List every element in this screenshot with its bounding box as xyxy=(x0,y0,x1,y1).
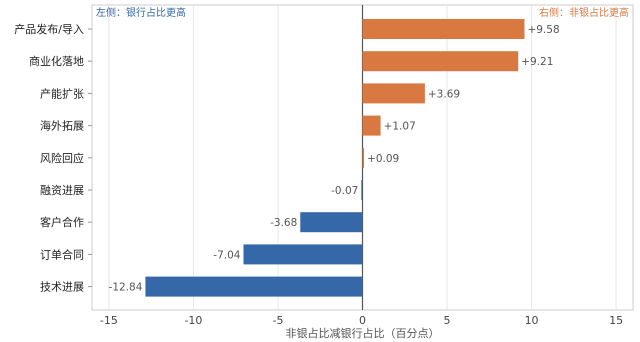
value-label: +0.09 xyxy=(367,153,399,165)
x-tick-label: -10 xyxy=(184,314,202,327)
bar xyxy=(362,147,365,168)
category-label: 客户合作 xyxy=(40,215,84,229)
bar xyxy=(362,115,381,136)
x-tick-label: 5 xyxy=(444,314,451,327)
bar xyxy=(243,244,363,265)
category-label: 产品发布/导入 xyxy=(14,22,84,36)
bar xyxy=(362,83,425,104)
category-label: 产能扩张 xyxy=(40,86,84,100)
bar xyxy=(300,212,363,233)
x-tick-label: 10 xyxy=(525,314,539,327)
value-label: +3.69 xyxy=(428,88,460,100)
value-label: -12.84 xyxy=(109,282,143,294)
category-label: 商业化落地 xyxy=(29,54,84,68)
value-label: -0.07 xyxy=(331,185,358,197)
x-tick-label: 15 xyxy=(609,314,623,327)
value-label: -3.68 xyxy=(270,217,297,229)
value-label: +9.58 xyxy=(527,24,559,36)
bar xyxy=(362,51,519,72)
value-label: -7.04 xyxy=(213,249,240,261)
bar xyxy=(361,180,363,200)
category-label: 订单合同 xyxy=(40,247,84,261)
x-tick-label: -5 xyxy=(272,314,283,327)
category-label: 海外拓展 xyxy=(40,119,84,133)
value-label: +1.07 xyxy=(384,121,416,133)
category-label: 风险回应 xyxy=(40,151,84,165)
value-label: +9.21 xyxy=(521,56,553,68)
left-annotation: 左侧：银行占比更高 xyxy=(96,6,186,19)
right-annotation: 右侧：非银占比更高 xyxy=(539,6,629,19)
category-label: 融资进展 xyxy=(40,184,84,197)
bar xyxy=(362,19,525,39)
x-tick-label: 0 xyxy=(359,314,366,327)
x-axis-title: 非银占比减银行占比（百分点） xyxy=(286,326,440,340)
category-label: 技术进展 xyxy=(40,281,84,294)
x-tick-label: -15 xyxy=(100,314,118,327)
bar xyxy=(145,276,363,297)
